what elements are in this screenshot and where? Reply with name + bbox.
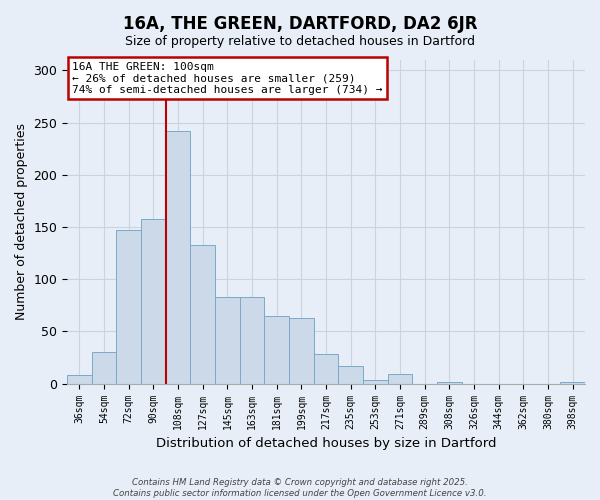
Bar — [166, 131, 190, 384]
Bar — [289, 318, 314, 384]
Y-axis label: Number of detached properties: Number of detached properties — [15, 124, 28, 320]
X-axis label: Distribution of detached houses by size in Dartford: Distribution of detached houses by size … — [156, 437, 496, 450]
Bar — [388, 374, 412, 384]
Bar — [437, 382, 462, 384]
Bar — [67, 376, 92, 384]
Bar — [560, 382, 585, 384]
Bar — [215, 297, 240, 384]
Bar — [265, 316, 289, 384]
Bar — [92, 352, 116, 384]
Bar — [314, 354, 338, 384]
Text: Contains HM Land Registry data © Crown copyright and database right 2025.
Contai: Contains HM Land Registry data © Crown c… — [113, 478, 487, 498]
Bar — [240, 297, 265, 384]
Text: 16A THE GREEN: 100sqm
← 26% of detached houses are smaller (259)
74% of semi-det: 16A THE GREEN: 100sqm ← 26% of detached … — [73, 62, 383, 95]
Text: Size of property relative to detached houses in Dartford: Size of property relative to detached ho… — [125, 35, 475, 48]
Bar — [116, 230, 141, 384]
Bar — [338, 366, 363, 384]
Text: 16A, THE GREEN, DARTFORD, DA2 6JR: 16A, THE GREEN, DARTFORD, DA2 6JR — [123, 15, 477, 33]
Bar — [363, 380, 388, 384]
Bar — [141, 218, 166, 384]
Bar — [190, 245, 215, 384]
